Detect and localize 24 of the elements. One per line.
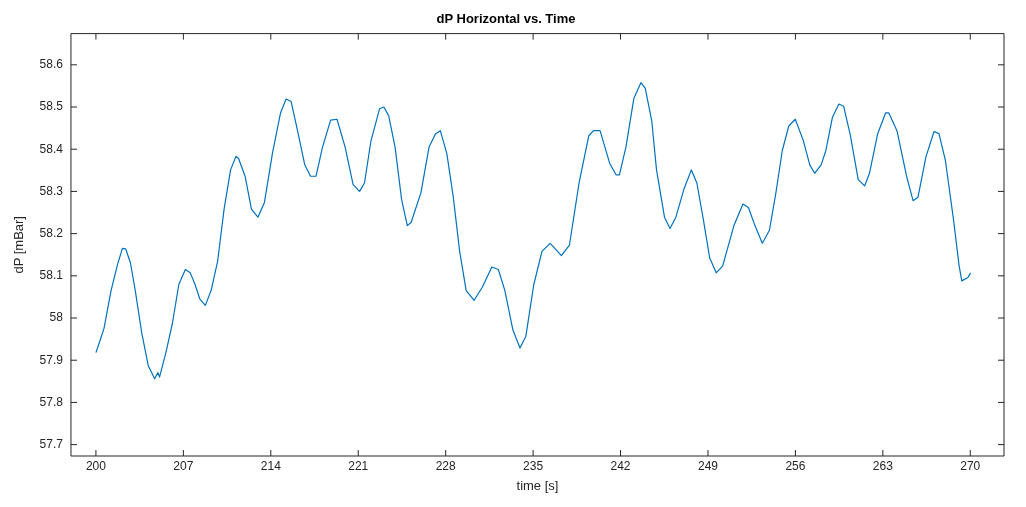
y-tick-label: 58.1 bbox=[39, 268, 64, 283]
y-tick-label: 58.2 bbox=[39, 225, 64, 240]
y-axis-title: dP [mBar] bbox=[11, 216, 27, 274]
x-tick-label: 242 bbox=[610, 458, 631, 473]
y-tick-label: 57.9 bbox=[39, 352, 64, 367]
x-tick-label: 235 bbox=[523, 458, 544, 473]
x-tick-label: 270 bbox=[960, 458, 981, 473]
x-tick-label: 228 bbox=[435, 458, 456, 473]
y-tick-label: 58 bbox=[49, 310, 64, 325]
chart-title: dP Horizontal vs. Time bbox=[436, 11, 576, 27]
y-tick-label: 58.4 bbox=[39, 141, 64, 156]
x-tick-label: 256 bbox=[785, 458, 806, 473]
x-tick-label: 263 bbox=[872, 458, 894, 473]
y-tick-label: 58.6 bbox=[39, 57, 64, 72]
x-tick-label: 249 bbox=[697, 458, 719, 473]
x-axis-title: time [s] bbox=[516, 477, 559, 493]
x-tick-label: 207 bbox=[173, 458, 194, 473]
x-tick-label: 214 bbox=[260, 458, 282, 473]
x-tick-label: 221 bbox=[348, 458, 369, 473]
y-tick-label: 58.5 bbox=[39, 99, 64, 114]
x-tick-label: 200 bbox=[85, 458, 107, 473]
y-tick-label: 57.7 bbox=[39, 436, 64, 451]
y-tick-label: 57.8 bbox=[39, 394, 64, 409]
y-tick-label: 58.3 bbox=[39, 183, 64, 198]
